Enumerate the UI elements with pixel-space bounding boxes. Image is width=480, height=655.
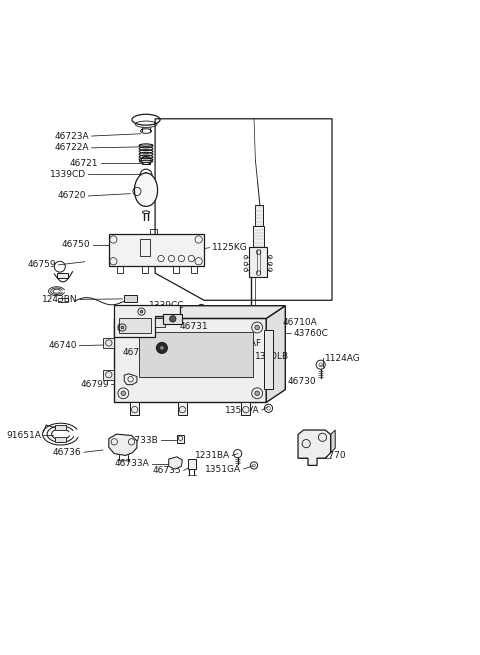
Text: 46733A: 46733A <box>115 459 150 468</box>
Text: 1339CD: 1339CD <box>50 170 86 179</box>
Polygon shape <box>139 332 252 377</box>
Bar <box>103 369 114 380</box>
Bar <box>264 329 273 389</box>
Bar <box>109 234 204 266</box>
Text: 91651A: 91651A <box>6 431 41 440</box>
Bar <box>191 266 197 273</box>
Text: 46730: 46730 <box>288 377 316 386</box>
Bar <box>117 266 123 273</box>
Bar <box>155 318 165 327</box>
Circle shape <box>262 332 266 335</box>
Bar <box>140 238 150 256</box>
Circle shape <box>156 343 168 353</box>
Circle shape <box>121 326 126 329</box>
Bar <box>173 266 179 273</box>
Polygon shape <box>114 318 266 402</box>
Bar <box>142 266 148 273</box>
Text: 46737: 46737 <box>123 348 152 357</box>
Polygon shape <box>109 434 137 455</box>
Ellipse shape <box>139 144 153 146</box>
Ellipse shape <box>139 160 153 162</box>
Circle shape <box>255 391 260 396</box>
Bar <box>124 295 137 302</box>
Text: 46770: 46770 <box>317 451 346 460</box>
Text: 46731: 46731 <box>180 322 209 331</box>
Text: 1350VA: 1350VA <box>225 405 260 415</box>
Bar <box>241 402 251 415</box>
Circle shape <box>169 316 176 322</box>
Bar <box>177 436 184 443</box>
Circle shape <box>255 326 260 329</box>
Text: 46710A: 46710A <box>282 318 317 327</box>
Text: 46721: 46721 <box>70 159 98 168</box>
Text: 1243BN: 1243BN <box>42 295 78 304</box>
Polygon shape <box>134 173 157 206</box>
Polygon shape <box>168 457 182 469</box>
Polygon shape <box>114 306 285 318</box>
Bar <box>55 437 66 442</box>
Text: 1125KG: 1125KG <box>212 243 248 252</box>
Polygon shape <box>331 430 335 453</box>
Circle shape <box>121 391 126 396</box>
Bar <box>57 273 68 278</box>
Polygon shape <box>124 374 137 384</box>
Bar <box>250 247 267 276</box>
Text: 46799: 46799 <box>80 380 109 388</box>
Circle shape <box>140 310 143 313</box>
Text: 46733B: 46733B <box>124 436 159 445</box>
Bar <box>55 425 66 430</box>
Bar <box>130 402 139 415</box>
Bar <box>178 402 187 415</box>
Circle shape <box>144 173 148 178</box>
Circle shape <box>160 346 164 350</box>
Bar <box>253 227 264 248</box>
Polygon shape <box>266 306 285 402</box>
Text: 1231BA: 1231BA <box>195 451 230 460</box>
Text: 1120AF: 1120AF <box>228 339 262 348</box>
Text: 46740: 46740 <box>48 341 77 350</box>
Text: 1124AG: 1124AG <box>325 354 361 363</box>
Text: 46735: 46735 <box>153 466 181 475</box>
Text: 46759: 46759 <box>27 261 56 269</box>
Polygon shape <box>298 430 331 466</box>
Polygon shape <box>114 305 180 337</box>
Text: 46722A: 46722A <box>55 143 89 153</box>
Bar <box>255 205 263 228</box>
Bar <box>188 459 196 469</box>
Bar <box>58 297 68 302</box>
Bar <box>119 318 151 333</box>
Bar <box>150 229 157 234</box>
Text: 46723A: 46723A <box>55 132 89 141</box>
Text: 46750: 46750 <box>62 240 91 250</box>
Bar <box>103 338 114 348</box>
Text: 1351GA: 1351GA <box>205 464 241 474</box>
Text: 46720: 46720 <box>58 191 86 200</box>
Text: 46736: 46736 <box>53 448 82 457</box>
Circle shape <box>121 326 124 329</box>
Text: 1350LB: 1350LB <box>255 352 289 362</box>
Text: 43760C: 43760C <box>293 329 328 338</box>
Text: 1339CC: 1339CC <box>149 301 185 310</box>
Bar <box>163 314 182 324</box>
